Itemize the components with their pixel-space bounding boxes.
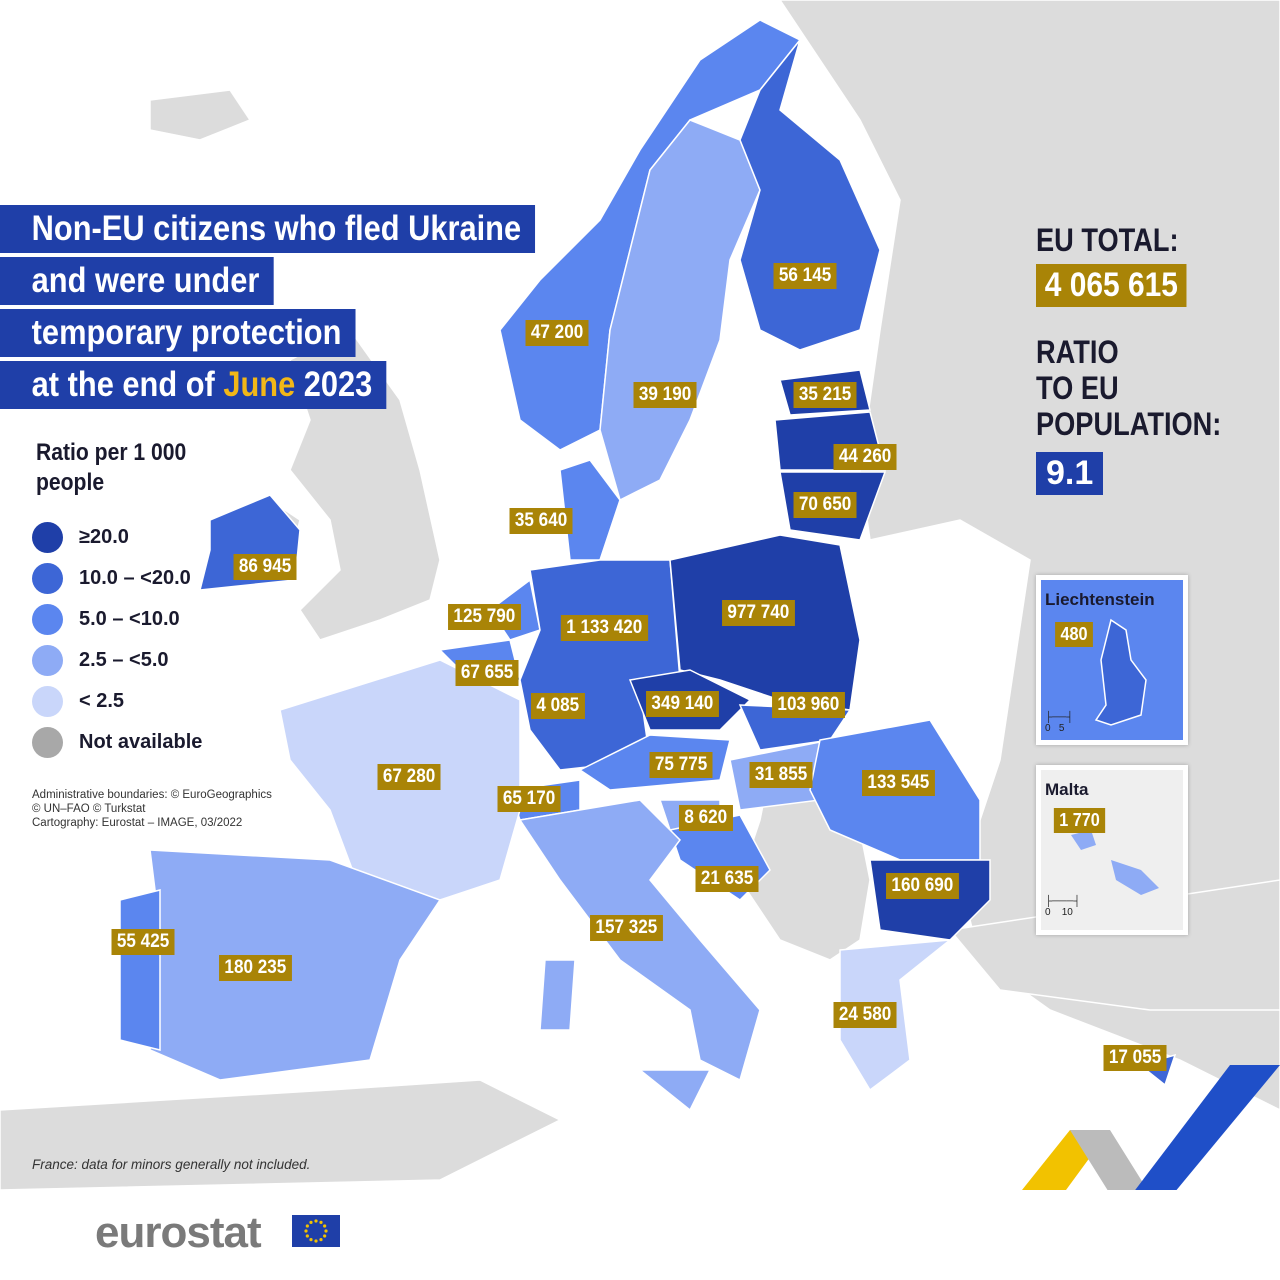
legend-item: Not available [32, 727, 202, 758]
legend-item: 10.0 – <20.0 [32, 563, 191, 594]
star-icon [309, 1220, 313, 1224]
eu-total-value: 4 065 615 [1036, 264, 1187, 307]
value-label-NL: 125 790 [448, 604, 521, 630]
inset-name: Malta [1045, 780, 1089, 799]
value-label-NO: 47 200 [525, 320, 589, 346]
star-icon [323, 1224, 327, 1228]
star-icon [304, 1229, 308, 1233]
legend-item: 2.5 – <5.0 [32, 645, 169, 676]
source-line: Cartography: Eurostat – IMAGE, 03/2022 [32, 817, 243, 829]
scale-0: 0 [1045, 907, 1051, 918]
star-icon [324, 1229, 328, 1233]
legend-label: < 2.5 [79, 690, 125, 712]
value-label-FR: 67 280 [377, 764, 441, 790]
source-line: Administrative boundaries: © EuroGeograp… [32, 789, 272, 801]
star-icon [323, 1234, 327, 1238]
star-icon [319, 1220, 323, 1224]
sources: Administrative boundaries: © EuroGeograp… [32, 788, 272, 830]
value-label-CH: 65 170 [497, 786, 561, 812]
legend-swatch [32, 645, 63, 676]
star-icon [314, 1239, 318, 1243]
star-icon [319, 1238, 323, 1242]
ratio-label-1: RATIO [1036, 334, 1119, 370]
value-label-SE: 39 190 [633, 382, 697, 408]
value-label-SK: 103 960 [772, 692, 845, 718]
legend-swatch [32, 604, 63, 635]
ratio-value: 9.1 [1036, 452, 1104, 495]
inset-malta: Malta 1 770 ├───┤ 0 10 [1036, 765, 1188, 935]
value-label-HR: 21 635 [695, 866, 759, 892]
legend-label: 10.0 – <20.0 [79, 567, 191, 589]
eurostat-logo: eurostat [95, 1208, 262, 1257]
legend-swatch [32, 563, 63, 594]
scale-0: 0 [1045, 723, 1051, 734]
value-label-HU: 31 855 [749, 762, 813, 788]
inset-name: Liechtenstein [1045, 590, 1155, 609]
value-label-IT: 157 325 [590, 915, 663, 941]
value-label-CZ: 349 140 [646, 691, 719, 717]
eu-stars-icon [304, 1219, 328, 1243]
title-line-2: and were under [0, 257, 274, 305]
value-label-EL: 24 580 [833, 1002, 897, 1028]
inset-liechtenstein: Liechtenstein 480 ├──┤ 0 5 [1036, 575, 1188, 745]
scale-max: 10 [1061, 907, 1073, 918]
ratio-label-2: TO EU [1036, 370, 1119, 406]
legend-swatch [32, 727, 63, 758]
legend-item: 5.0 – <10.0 [32, 604, 180, 635]
value-label-LV: 44 260 [833, 444, 897, 470]
value-label-IE: 86 945 [233, 554, 297, 580]
value-label-PT: 55 425 [111, 929, 175, 955]
country-PT [119, 889, 161, 1051]
footnote: France: data for minors generally not in… [32, 1157, 311, 1172]
value-label-SI: 8 620 [678, 805, 733, 831]
title-line-4: at the end of June 2023 [0, 361, 387, 409]
legend-label: ≥20.0 [79, 526, 129, 548]
star-icon [305, 1224, 309, 1228]
star-icon [314, 1219, 318, 1223]
value-label-BE: 67 655 [455, 660, 519, 686]
legend-label: Not available [79, 731, 203, 753]
legend-item: ≥20.0 [32, 522, 129, 553]
value-label-BG: 160 690 [886, 873, 959, 899]
inset-value: 480 [1055, 622, 1093, 647]
title-line-1: Non-EU citizens who fled Ukraine [0, 205, 536, 253]
star-icon [305, 1234, 309, 1238]
value-label-LT: 70 650 [793, 492, 857, 518]
eu-flag-icon [292, 1215, 340, 1247]
legend-label: 2.5 – <5.0 [79, 649, 169, 671]
value-label-DE: 1 133 420 [560, 615, 648, 641]
malta-shape [1071, 830, 1159, 895]
liechtenstein-shape [1094, 618, 1147, 726]
value-label-FI: 56 145 [773, 263, 837, 289]
country-DK [559, 459, 621, 561]
eu-total-label: EU TOTAL: [1036, 222, 1179, 258]
value-label-AT: 75 775 [649, 752, 713, 778]
value-label-PL: 977 740 [722, 600, 795, 626]
eu-ribbon-decoration [1022, 1065, 1280, 1190]
title-line-3: temporary protection [0, 309, 356, 357]
value-label-DK: 35 640 [509, 508, 573, 534]
value-label-CY: 17 055 [1103, 1045, 1167, 1071]
star-icon [309, 1238, 313, 1242]
country-IT-sicily [637, 1069, 712, 1112]
country-IT-sardinia [539, 959, 576, 1031]
value-label-LU: 4 085 [530, 693, 585, 719]
source-line: © UN–FAO © Turkstat [32, 803, 146, 815]
scale-bar: ├───┤ 0 10 [1045, 896, 1081, 918]
legend-label: 5.0 – <10.0 [79, 608, 180, 630]
title-prefix: at the end of [31, 365, 224, 404]
legend-title: Ratio per 1 000 people [36, 439, 187, 496]
inset-value: 1 770 [1053, 808, 1106, 833]
value-label-RO: 133 545 [862, 770, 935, 796]
value-label-ES: 180 235 [219, 955, 292, 981]
title-month: June [223, 365, 296, 404]
legend-swatch [32, 522, 63, 553]
legend-swatch [32, 686, 63, 717]
scale-max: 5 [1058, 723, 1065, 734]
title-year: 2023 [295, 365, 373, 404]
legend-item: < 2.5 [32, 686, 124, 717]
ratio-label-3: POPULATION: [1036, 406, 1222, 442]
scale-bar: ├──┤ 0 5 [1045, 712, 1074, 734]
value-label-EE: 35 215 [793, 382, 857, 408]
